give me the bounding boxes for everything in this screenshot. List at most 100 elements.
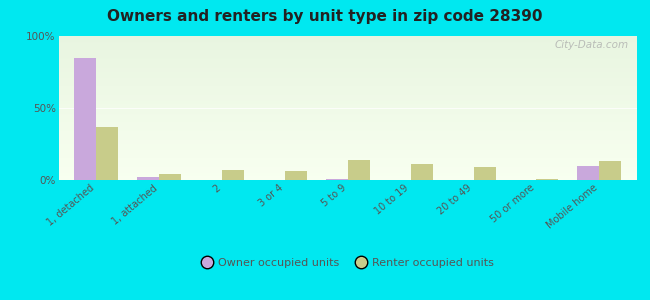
Bar xyxy=(58,58,637,59)
Bar xyxy=(58,43,637,45)
Bar xyxy=(58,117,637,118)
Bar xyxy=(58,155,637,157)
Bar xyxy=(58,138,637,140)
Bar xyxy=(58,74,637,75)
Bar xyxy=(58,119,637,121)
Bar xyxy=(58,150,637,151)
Bar xyxy=(137,177,159,180)
Bar xyxy=(58,72,637,74)
Bar xyxy=(58,127,637,128)
Bar xyxy=(159,174,181,180)
Bar xyxy=(58,89,637,91)
Bar xyxy=(58,49,637,50)
Bar xyxy=(58,101,637,102)
Bar xyxy=(58,134,637,135)
Bar xyxy=(473,167,495,180)
Bar xyxy=(58,63,637,65)
Bar xyxy=(58,86,637,88)
Legend: Owner occupied units, Renter occupied units: Owner occupied units, Renter occupied un… xyxy=(197,253,499,272)
Bar xyxy=(411,164,433,180)
Bar xyxy=(58,140,637,141)
Bar xyxy=(58,61,637,62)
Bar xyxy=(58,79,637,81)
Bar xyxy=(58,171,637,173)
Bar xyxy=(58,163,637,164)
Bar xyxy=(58,78,637,79)
Bar xyxy=(58,75,637,76)
Bar xyxy=(58,160,637,161)
Bar xyxy=(58,111,637,112)
Bar xyxy=(58,135,637,137)
Bar xyxy=(58,76,637,78)
Bar xyxy=(58,56,637,58)
Bar xyxy=(58,166,637,167)
Bar xyxy=(58,131,637,133)
Bar xyxy=(58,161,637,163)
Bar xyxy=(58,52,637,53)
Bar xyxy=(58,62,637,63)
Bar xyxy=(58,39,637,40)
Bar xyxy=(58,38,637,39)
Bar xyxy=(58,105,637,106)
Bar xyxy=(348,160,370,180)
Bar xyxy=(58,85,637,86)
Bar xyxy=(74,58,96,180)
Bar xyxy=(58,177,637,178)
Bar xyxy=(96,127,118,180)
Bar xyxy=(58,50,637,52)
Bar xyxy=(58,47,637,49)
Bar xyxy=(58,148,637,150)
Bar xyxy=(58,66,637,68)
Bar xyxy=(58,158,637,160)
Bar xyxy=(58,118,637,119)
Bar xyxy=(58,133,637,134)
Bar xyxy=(58,141,637,142)
Bar xyxy=(58,115,637,117)
Bar xyxy=(58,137,637,138)
Bar xyxy=(58,106,637,108)
Bar xyxy=(58,125,637,127)
Bar xyxy=(58,176,637,177)
Bar xyxy=(58,157,637,158)
Bar xyxy=(58,46,637,47)
Bar xyxy=(58,112,637,114)
Bar xyxy=(326,178,348,180)
Bar xyxy=(58,170,637,171)
Bar xyxy=(58,124,637,125)
Bar xyxy=(58,147,637,148)
Bar xyxy=(58,92,637,94)
Bar xyxy=(58,110,637,111)
Bar xyxy=(58,94,637,95)
Bar xyxy=(58,68,637,69)
Bar xyxy=(58,95,637,97)
Text: City-Data.com: City-Data.com xyxy=(554,40,629,50)
Bar xyxy=(58,81,637,82)
Bar xyxy=(58,40,637,42)
Bar xyxy=(58,164,637,166)
Bar xyxy=(58,70,637,72)
Bar xyxy=(58,151,637,153)
Bar xyxy=(58,99,637,101)
Bar xyxy=(58,153,637,154)
Bar xyxy=(58,55,637,56)
Bar xyxy=(58,98,637,99)
Bar xyxy=(58,53,637,55)
Bar xyxy=(285,171,307,180)
Bar xyxy=(599,161,621,180)
Bar xyxy=(58,88,637,89)
Bar xyxy=(58,65,637,66)
Bar xyxy=(58,178,637,180)
Bar xyxy=(58,122,637,124)
Bar xyxy=(58,128,637,130)
Bar xyxy=(58,82,637,83)
Bar xyxy=(58,42,637,43)
Bar xyxy=(58,173,637,174)
Bar xyxy=(58,154,637,155)
Bar xyxy=(58,146,637,147)
Bar xyxy=(58,174,637,176)
Bar xyxy=(58,167,637,169)
Bar xyxy=(58,104,637,105)
Bar xyxy=(58,108,637,110)
Bar xyxy=(58,97,637,98)
Bar xyxy=(577,166,599,180)
